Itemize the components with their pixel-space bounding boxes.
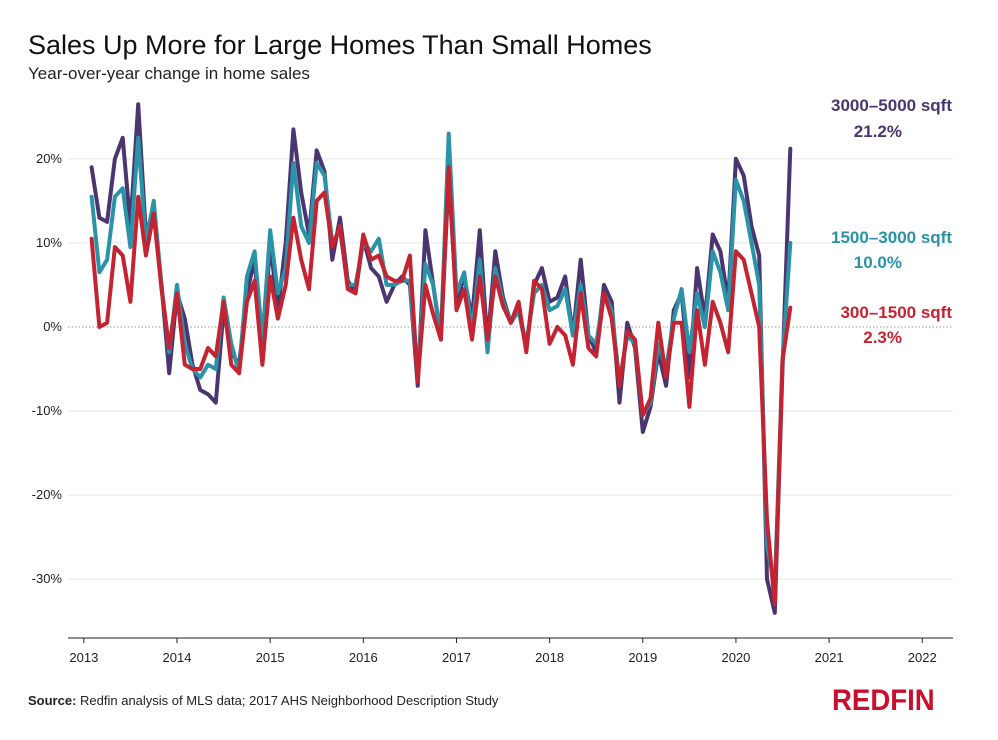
x-tick-label: 2020 (721, 650, 750, 665)
y-tick-label: 20% (36, 151, 62, 166)
series-end-value: 10.0% (854, 253, 902, 272)
series-labels: 3000–5000 sqft 21.2% 1500–3000 sqft 10.0% 30… (831, 96, 952, 347)
redfin-logo: REDFIN (832, 684, 935, 717)
x-tick-label: 2016 (349, 650, 378, 665)
series-lines (89, 102, 793, 615)
gridlines (68, 158, 953, 580)
axes: 20% 10% 0% -10% -20% -30% 2013 2014 2015 2016 2017… (32, 151, 953, 665)
series-end-value: 21.2% (854, 122, 902, 141)
y-tick-label: 10% (36, 235, 62, 250)
x-tick-label: 2017 (442, 650, 471, 665)
chart-subtitle: Year-over-year change in home sales (28, 64, 310, 83)
source-label: Source: (28, 693, 77, 708)
series-name-label: 3000–5000 sqft (831, 96, 952, 115)
series-name-label: 300–1500 sqft (840, 303, 952, 322)
x-tick-label: 2015 (256, 650, 285, 665)
x-tick-label: 2018 (535, 650, 564, 665)
series-line-2 (89, 165, 793, 607)
x-tick-label: 2021 (815, 650, 844, 665)
series-name-label: 1500–3000 sqft (831, 228, 952, 247)
x-tick-label: 2013 (69, 650, 98, 665)
y-tick-label: -30% (32, 571, 63, 586)
y-tick-label: 0% (43, 319, 62, 334)
series-end-value: 2.3% (863, 328, 902, 347)
chart-title: Sales Up More for Large Homes Than Small… (28, 30, 652, 60)
x-tick-label: 2014 (163, 650, 192, 665)
x-tick-label: 2019 (628, 650, 657, 665)
line-chart: 20% 10% 0% -10% -20% -30% 2013 2014 2015 2016 2017… (32, 96, 953, 665)
x-tick-label: 2022 (908, 650, 937, 665)
source-text: Redfin analysis of MLS data; 2017 AHS Ne… (76, 693, 499, 708)
y-tick-label: -10% (32, 403, 63, 418)
source-note: Source: Redfin analysis of MLS data; 201… (28, 693, 498, 708)
y-tick-label: -20% (32, 487, 63, 502)
